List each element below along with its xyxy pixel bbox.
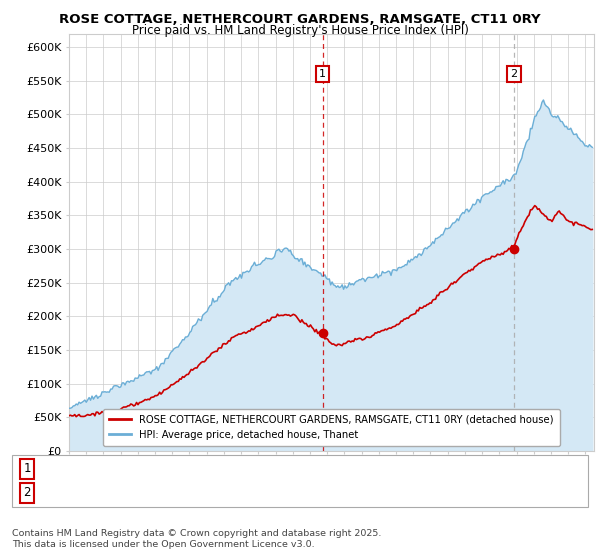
Text: 06-NOV-2020: 06-NOV-2020 [63, 486, 142, 500]
Text: £175,000: £175,000 [228, 462, 284, 475]
Text: Contains HM Land Registry data © Crown copyright and database right 2025.
This d: Contains HM Land Registry data © Crown c… [12, 529, 382, 549]
Text: 2: 2 [23, 486, 31, 500]
Text: ROSE COTTAGE, NETHERCOURT GARDENS, RAMSGATE, CT11 0RY: ROSE COTTAGE, NETHERCOURT GARDENS, RAMSG… [59, 13, 541, 26]
Text: 2: 2 [511, 69, 518, 79]
Text: 23-SEP-2009: 23-SEP-2009 [63, 462, 138, 475]
Text: 1: 1 [319, 69, 326, 79]
Text: 1: 1 [23, 462, 31, 475]
Legend: ROSE COTTAGE, NETHERCOURT GARDENS, RAMSGATE, CT11 0RY (detached house), HPI: Ave: ROSE COTTAGE, NETHERCOURT GARDENS, RAMSG… [103, 409, 560, 446]
Text: 28% ↓ HPI: 28% ↓ HPI [360, 486, 422, 500]
Text: 24% ↓ HPI: 24% ↓ HPI [360, 462, 422, 475]
Text: Price paid vs. HM Land Registry's House Price Index (HPI): Price paid vs. HM Land Registry's House … [131, 24, 469, 37]
Text: £300,000: £300,000 [228, 486, 284, 500]
